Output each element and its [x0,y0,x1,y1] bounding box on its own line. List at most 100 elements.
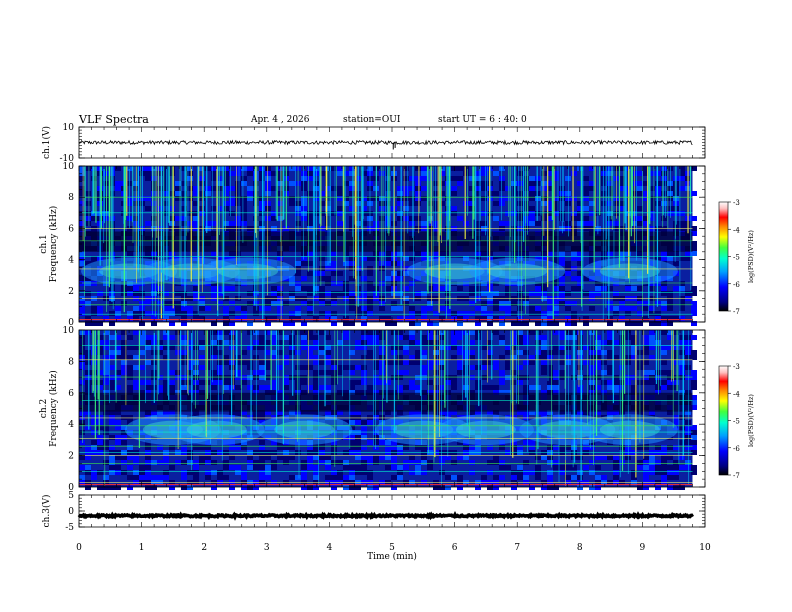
noise-cell [685,420,691,425]
noise-cell [403,186,409,191]
noise-cell [637,485,643,490]
noise-cell [301,470,307,475]
noise-cell [241,350,247,355]
noise-cell [421,196,427,201]
noise-cell [661,360,667,365]
noise-cell [523,470,529,475]
noise-cell [373,380,379,385]
noise-cell [253,301,259,306]
noise-cell [523,350,529,355]
noise-cell [187,455,193,460]
noise-cell [319,276,325,281]
noise-cell [175,196,181,201]
noise-cell [475,485,481,490]
noise-cell [367,460,373,465]
noise-cell [133,221,139,226]
noise-cell [313,340,319,345]
noise-cell [643,465,649,470]
noise-cell [181,316,187,321]
noise-cell [403,316,409,321]
hiss-band [256,414,353,446]
noise-cell [577,211,583,216]
noise-cell [79,365,85,370]
noise-cell [349,430,355,435]
noise-cell [493,316,499,321]
noise-cell [613,470,619,475]
noise-cell [79,455,85,460]
noise-cell [187,340,193,345]
noise-cell [301,375,307,380]
noise-cell [109,380,115,385]
noise-cell [265,465,271,470]
noise-cell [505,221,511,226]
noise-cell [415,181,421,186]
colorbar-label: log(PSD)(V²/Hz) [747,394,755,447]
noise-cell [277,166,283,171]
noise-cell [193,316,199,321]
noise-cell [295,286,301,291]
noise-cell [235,360,241,365]
noise-cell [343,181,349,186]
noise-cell [151,321,157,326]
noise-cell [487,355,493,360]
noise-cell [229,211,235,216]
noise-cell [235,355,241,360]
noise-cell [421,335,427,340]
noise-cell [559,330,565,335]
noise-cell [619,186,625,191]
noise-cell [469,355,475,360]
noise-cell [553,350,559,355]
noise-cell [205,475,211,480]
noise-cell [691,226,697,231]
noise-cell [649,370,655,375]
noise-cell [649,281,655,286]
noise-cell [169,370,175,375]
noise-cell [637,301,643,306]
noise-cell [163,385,169,390]
noise-cell [403,460,409,465]
noise-cell [679,425,685,430]
noise-cell [259,375,265,380]
noise-cell [211,340,217,345]
noise-cell [265,360,271,365]
noise-cell [367,266,373,271]
noise-cell [199,340,205,345]
noise-cell [601,191,607,196]
noise-cell [451,355,457,360]
noise-cell [127,311,133,316]
noise-cell [217,181,223,186]
noise-cell [337,166,343,171]
noise-cell [499,465,505,470]
noise-cell [595,345,601,350]
noise-cell [487,316,493,321]
noise-cell [79,166,85,171]
noise-cell [247,375,253,380]
noise-cell [91,430,97,435]
noise-cell [439,251,445,256]
noise-cell [553,345,559,350]
noise-cell [631,335,637,340]
noise-cell [97,485,103,490]
noise-cell [193,286,199,291]
noise-cell [529,216,535,221]
noise-cell [541,256,547,261]
noise-cell [211,286,217,291]
noise-cell [103,330,109,335]
noise-cell [691,385,697,390]
noise-cell [547,355,553,360]
noise-cell [175,291,181,296]
noise-cell [439,306,445,311]
noise-cell [547,186,553,191]
noise-cell [397,261,403,266]
noise-cell [115,181,121,186]
noise-cell [403,196,409,201]
noise-cell [259,176,265,181]
noise-cell [319,191,325,196]
noise-cell [511,445,517,450]
noise-cell [667,485,673,490]
noise-cell [625,251,631,256]
noise-cell [415,201,421,206]
noise-cell [223,206,229,211]
noise-cell [673,485,679,490]
noise-cell [505,311,511,316]
